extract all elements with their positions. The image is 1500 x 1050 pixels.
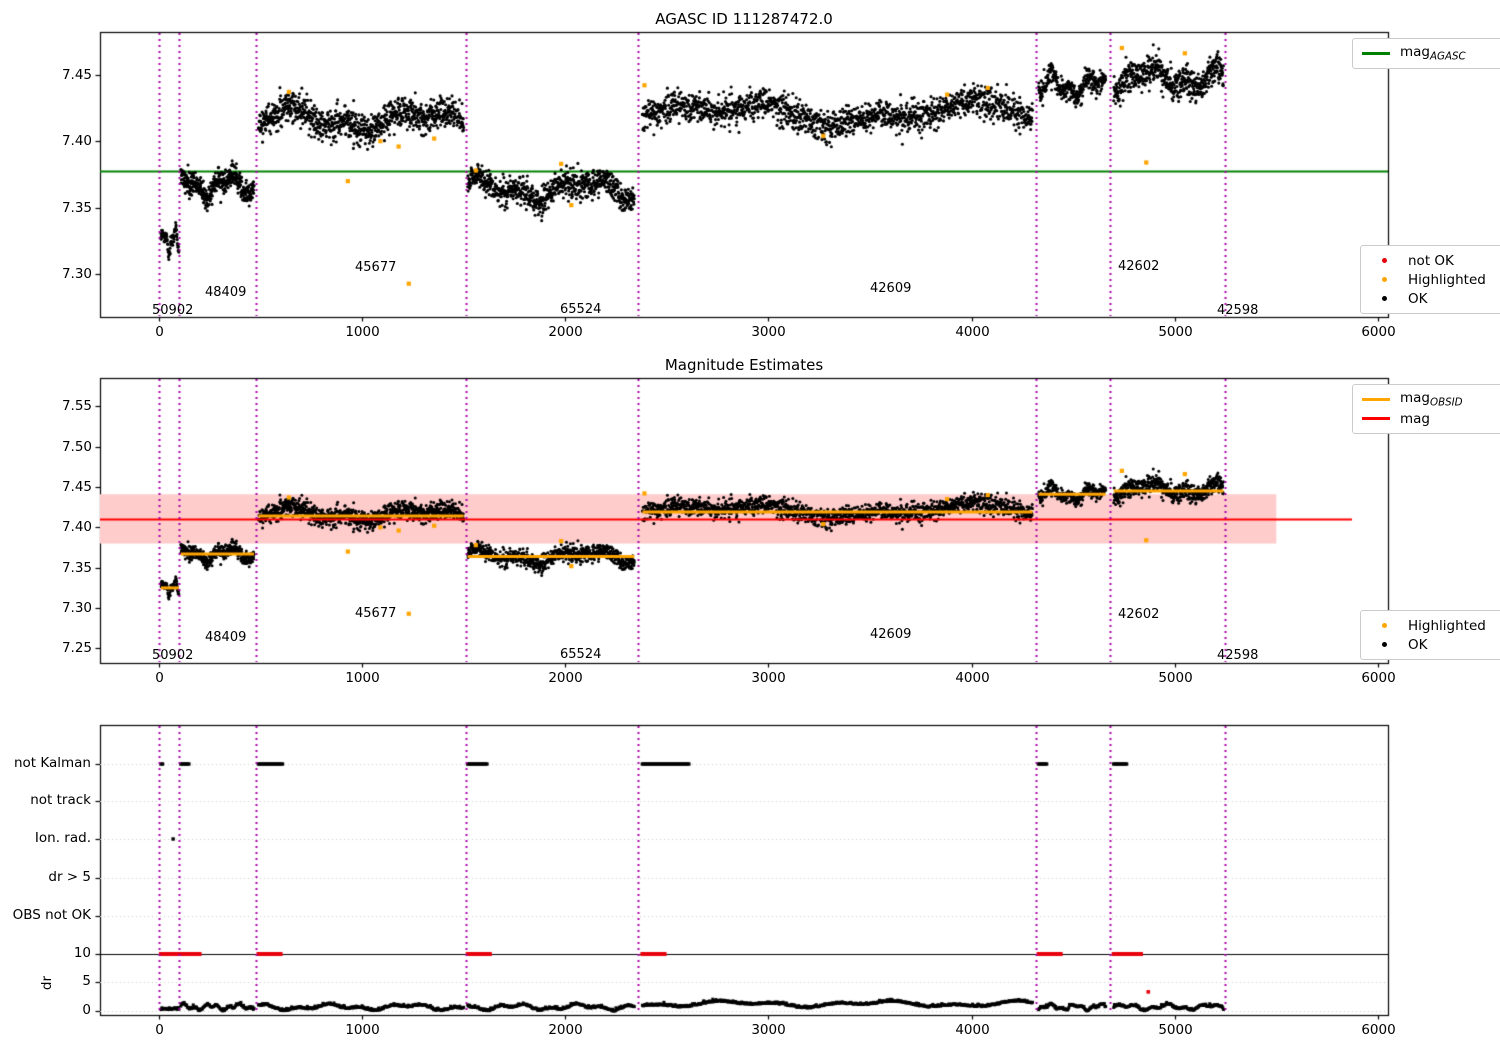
figure-root: AGASC ID 111287472.0 0 1000 2000 3000 4000 500… [0,0,1500,1050]
plot-canvas [0,0,1500,1050]
